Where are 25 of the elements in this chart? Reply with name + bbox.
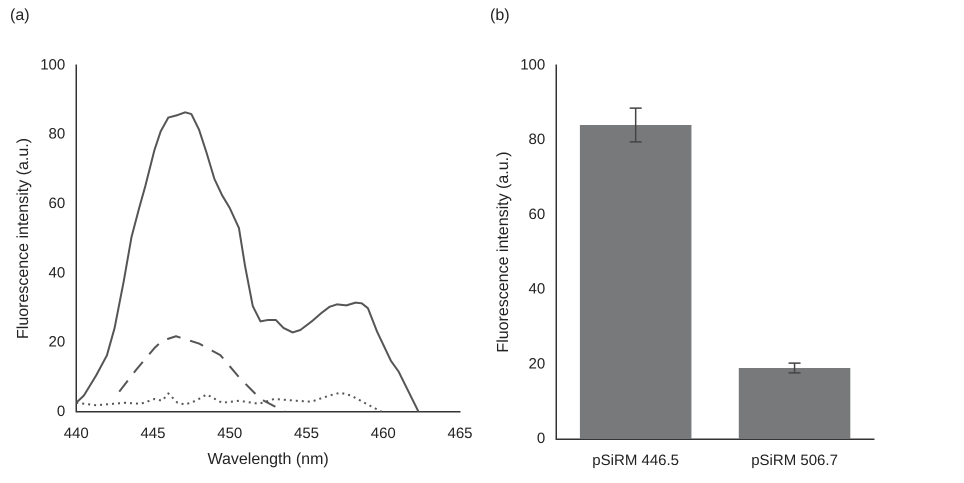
y-tick-label: 60 [528, 206, 546, 223]
y-tick-label: 0 [56, 402, 66, 420]
x-tick-label: pSiRM 446.5 [592, 452, 680, 470]
y-tick-label: 40 [48, 264, 66, 282]
y-tick-label: 40 [528, 280, 546, 298]
y-tick-label: 80 [48, 126, 66, 143]
x-tick-label: 440 [64, 424, 89, 442]
y-axis-title: Fluorescence intensity (a.u.) [495, 152, 512, 353]
y-tick-label: 20 [528, 355, 546, 372]
y-axis-title: Fluorescence intensity (a.u.) [15, 138, 32, 339]
chart-title: (a) [10, 7, 30, 24]
x-tick-label: 455 [294, 424, 320, 442]
y-tick-label: 20 [48, 334, 66, 351]
y-tick-label: 0 [536, 430, 546, 448]
x-tick-label: 445 [140, 424, 166, 442]
x-tick-label: 450 [217, 424, 242, 442]
y-tick-label: 80 [528, 131, 546, 148]
x-axis-title: Wavelength (nm) [207, 450, 329, 468]
chart-title: (b) [490, 7, 510, 24]
x-tick-label: 460 [370, 424, 396, 442]
x-tick-label: pSiRM 506.7 [751, 452, 838, 470]
y-tick-label: 60 [48, 194, 66, 212]
y-tick-label: 100 [40, 56, 66, 74]
x-tick-label: 465 [447, 424, 473, 442]
y-tick-label: 100 [520, 56, 546, 74]
